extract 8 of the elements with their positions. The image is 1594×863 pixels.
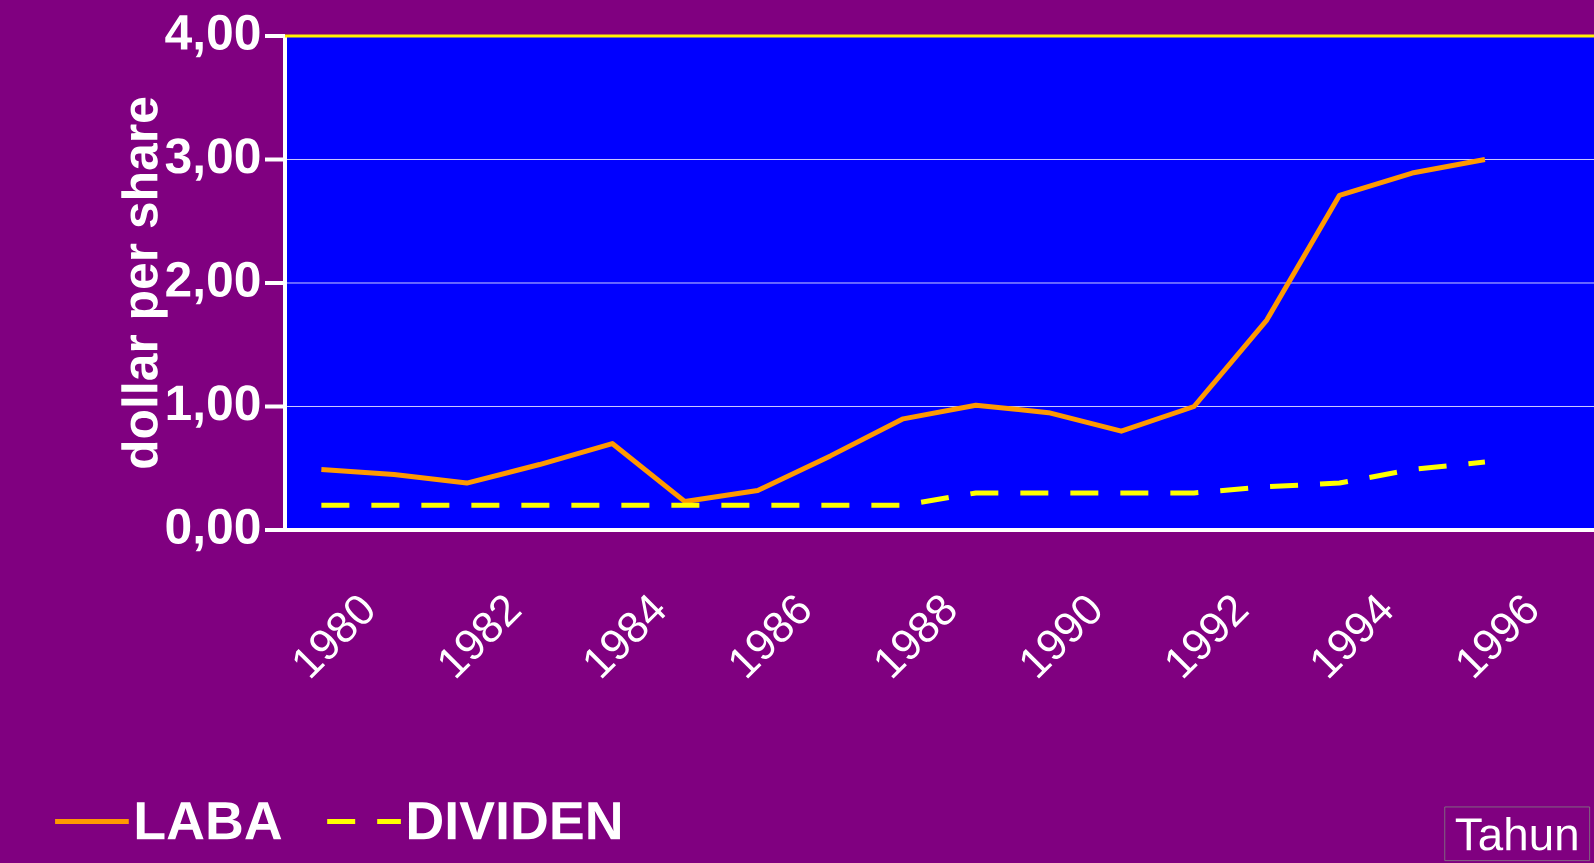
y-tick-label: 1,00: [167, 385, 260, 428]
y-tick-label: 3,00: [165, 138, 260, 181]
legend-label: DIVIDEN: [408, 802, 620, 840]
y-tick-label: 4,00: [165, 14, 260, 58]
legend-label: LABA: [136, 802, 282, 840]
y-tick-label: 0,00: [166, 508, 260, 552]
x-axis-title: Tahun: [1455, 816, 1577, 851]
y-tick-label: 2,00: [166, 261, 260, 305]
